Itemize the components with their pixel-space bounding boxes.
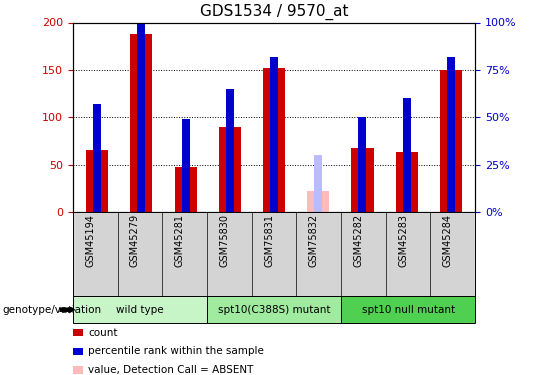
Text: GSM45283: GSM45283 [398, 214, 408, 267]
Bar [359, 117, 367, 212]
Text: count: count [88, 328, 118, 338]
Bar [403, 98, 410, 212]
Title: GDS1534 / 9570_at: GDS1534 / 9570_at [200, 3, 348, 20]
Bar [86, 150, 108, 212]
Bar [314, 155, 322, 212]
Text: GSM45279: GSM45279 [130, 214, 140, 267]
Text: GSM75830: GSM75830 [219, 214, 230, 267]
Text: percentile rank within the sample: percentile rank within the sample [88, 346, 264, 356]
Bar [270, 57, 278, 212]
Bar [93, 104, 101, 212]
Bar [226, 89, 234, 212]
Text: spt10(C388S) mutant: spt10(C388S) mutant [218, 305, 330, 315]
Bar [130, 34, 152, 212]
Bar [181, 119, 190, 212]
Bar [440, 70, 462, 212]
Bar [352, 148, 374, 212]
Bar [219, 127, 241, 212]
Text: GSM45281: GSM45281 [174, 214, 185, 267]
Text: value, Detection Call = ABSENT: value, Detection Call = ABSENT [88, 365, 253, 375]
Text: wild type: wild type [116, 305, 164, 315]
Bar [447, 57, 455, 212]
Bar [138, 24, 145, 212]
Text: spt10 null mutant: spt10 null mutant [362, 305, 455, 315]
Text: GSM75831: GSM75831 [264, 214, 274, 267]
Text: GSM45194: GSM45194 [85, 214, 95, 267]
Bar [263, 68, 285, 212]
Bar [307, 191, 329, 212]
Text: GSM45284: GSM45284 [443, 214, 453, 267]
Bar [396, 152, 418, 212]
Text: GSM75832: GSM75832 [309, 214, 319, 267]
Text: GSM45282: GSM45282 [354, 214, 363, 267]
Bar [174, 167, 197, 212]
Text: genotype/variation: genotype/variation [3, 305, 102, 315]
